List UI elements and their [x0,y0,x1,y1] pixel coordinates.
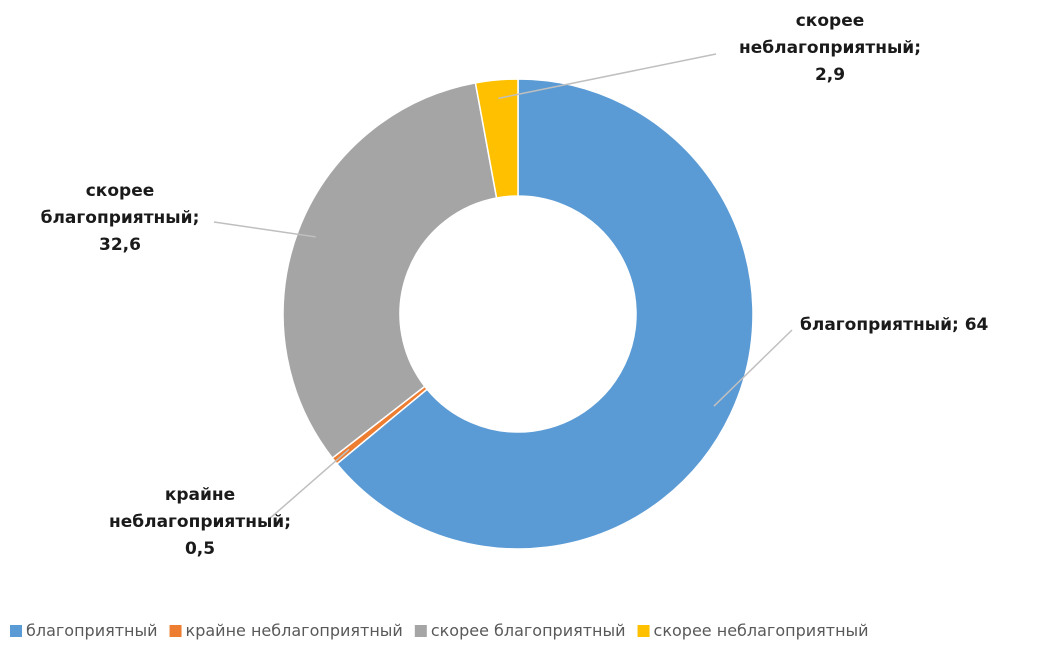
legend-label-скорее-неблагоприятный: скорее неблагоприятный [654,621,869,640]
data-label-благоприятный: благоприятный; 64 [800,315,989,335]
data-labels-group: благоприятный; 64 крайне неблагоприятный; 0… [41,11,989,559]
legend-label-скорее-благоприятный: скорее благоприятный [431,621,626,640]
legend-swatch-крайне-неблагоприятный [169,625,182,637]
legend-swatch-скорее-неблагоприятный [637,625,650,637]
donut-slice-скорее-неблагоприятный [474,78,519,199]
data-label-крайне-неблагоприятный: крайне неблагоприятный; 0,5 [109,485,291,559]
legend: благоприятный крайне неблагоприятный скоре… [10,621,869,640]
legend-swatch-скорее-благоприятный [414,625,427,637]
data-label-скорее-неблагоприятный: скорее неблагоприятный; 2,9 [739,11,921,85]
leader-line-скорее-неблагоприятный [498,53,717,100]
slices-group [282,78,754,550]
data-label-скорее-благоприятный: скорее благоприятный; 32,6 [41,181,200,255]
leader-line-скорее-благоприятный [213,221,316,238]
donut-slice-благоприятный [335,78,754,550]
leader-line-крайне-неблагоприятный [267,448,350,521]
donut-slice-скорее-благоприятный [282,82,498,460]
legend-swatch-благоприятный [10,625,22,637]
legend-label-крайне-неблагоприятный: крайне неблагоприятный [186,621,403,640]
leader-lines-group [213,53,793,521]
legend-label-благоприятный: благоприятный [26,621,158,640]
leader-line-благоприятный [713,329,793,407]
